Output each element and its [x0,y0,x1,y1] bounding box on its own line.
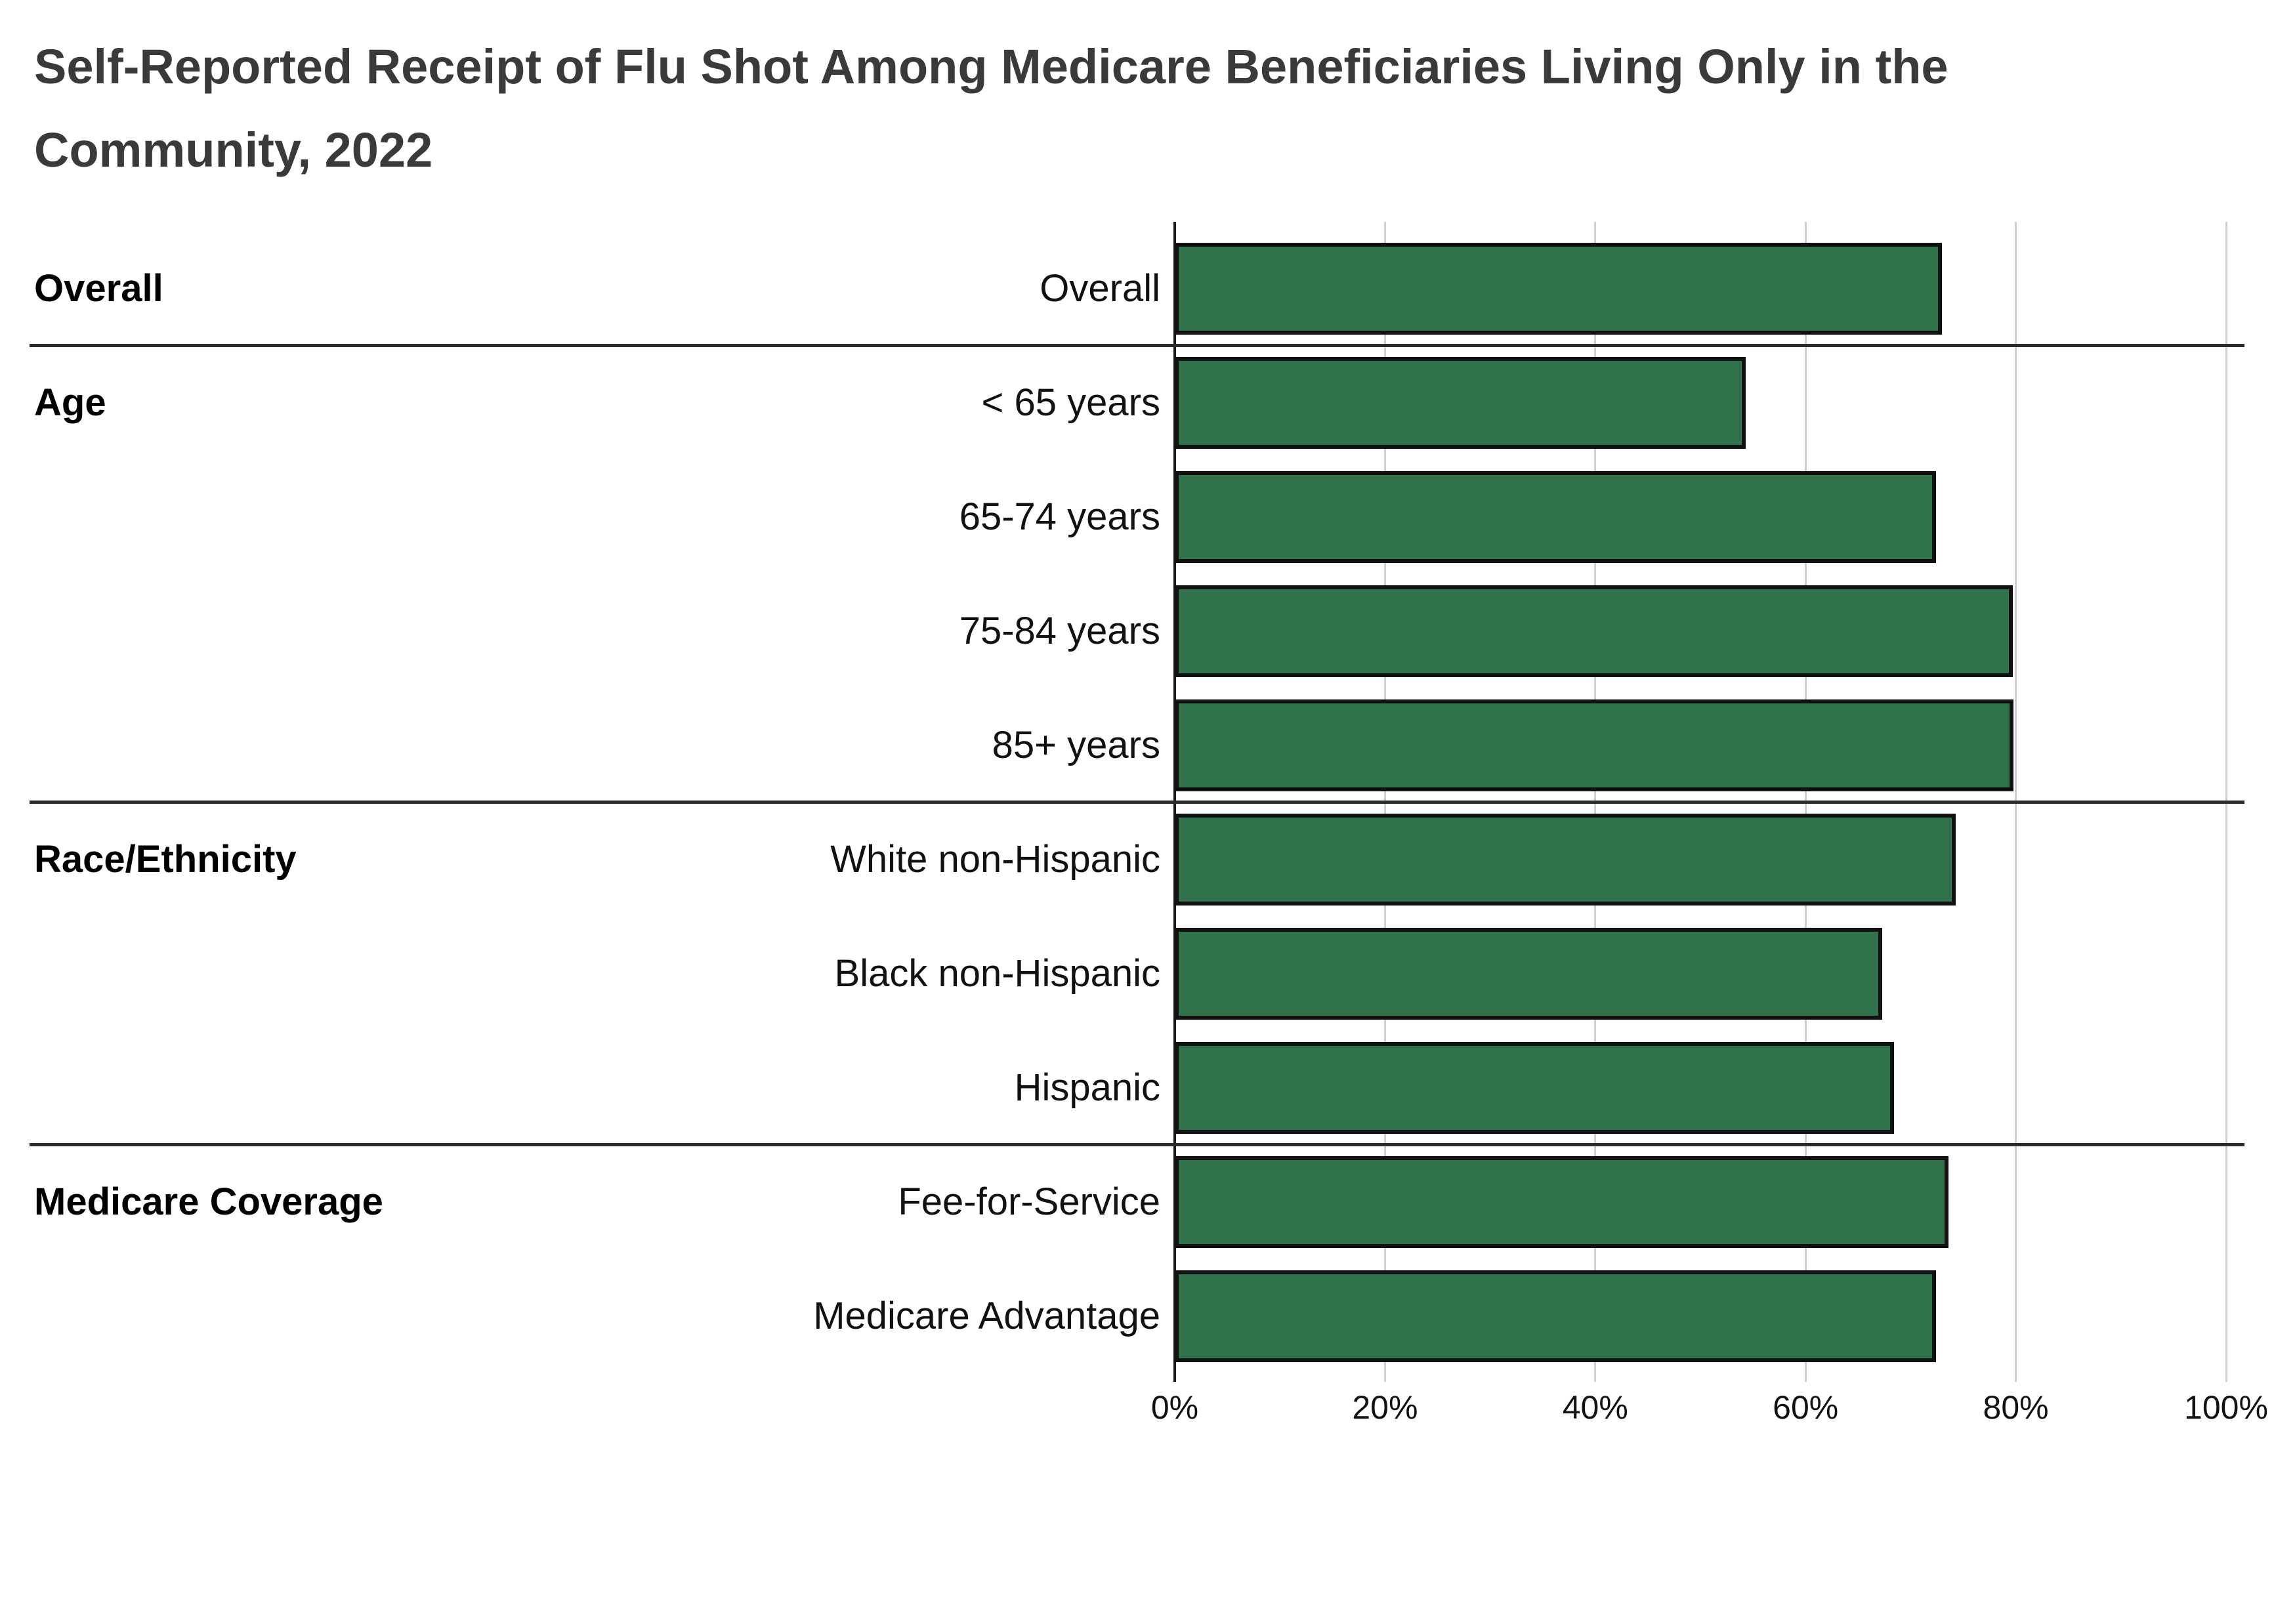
row-label-fee-for-service: Fee-for-Service [898,1180,1160,1223]
row-label-65-74-years: 65-74 years [959,495,1160,538]
row-label-75-84-years: 75-84 years [959,610,1160,652]
x-tick-40: 40% [1562,1389,1628,1426]
row-label-white-non-hispanic: White non-Hispanic [830,838,1160,881]
group-label-age: Age [34,381,106,424]
bar-white-non-hispanic [1175,814,1956,906]
row-label-hispanic: Hispanic [1014,1066,1160,1109]
group-label-medicare-coverage: Medicare Coverage [34,1180,383,1223]
x-tick-60: 60% [1773,1389,1839,1426]
group-label-race-ethnicity: Race/Ethnicity [34,838,297,881]
bar-overall [1175,243,1943,335]
bar-85-years [1175,699,2014,791]
group-separator-0 [30,344,2244,347]
bar-hispanic [1175,1042,1894,1134]
bar-65-years [1175,357,1746,449]
row-label-overall: Overall [1040,267,1160,310]
bar-75-84-years [1175,585,2013,677]
group-label-overall: Overall [34,267,163,310]
x-tick-0: 0% [1150,1389,1199,1426]
x-tick-20: 20% [1352,1389,1418,1426]
row-label-85-years: 85+ years [992,724,1160,766]
bar-black-non-hispanic [1175,928,1883,1020]
bar-medicare-advantage [1175,1270,1936,1362]
x-tick-100: 100% [2184,1389,2268,1426]
row-label-black-non-hispanic: Black non-Hispanic [834,952,1160,995]
chart-title: Self-Reported Receipt of Flu Shot Among … [34,39,1948,178]
bar-65-74-years [1175,471,1936,563]
group-separator-2 [30,1143,2244,1146]
group-separator-1 [30,801,2244,804]
row-label-65-years: < 65 years [981,381,1160,424]
x-tick-80: 80% [1983,1389,2049,1426]
row-label-medicare-advantage: Medicare Advantage [813,1295,1160,1337]
bar-fee-for-service [1175,1156,1949,1248]
